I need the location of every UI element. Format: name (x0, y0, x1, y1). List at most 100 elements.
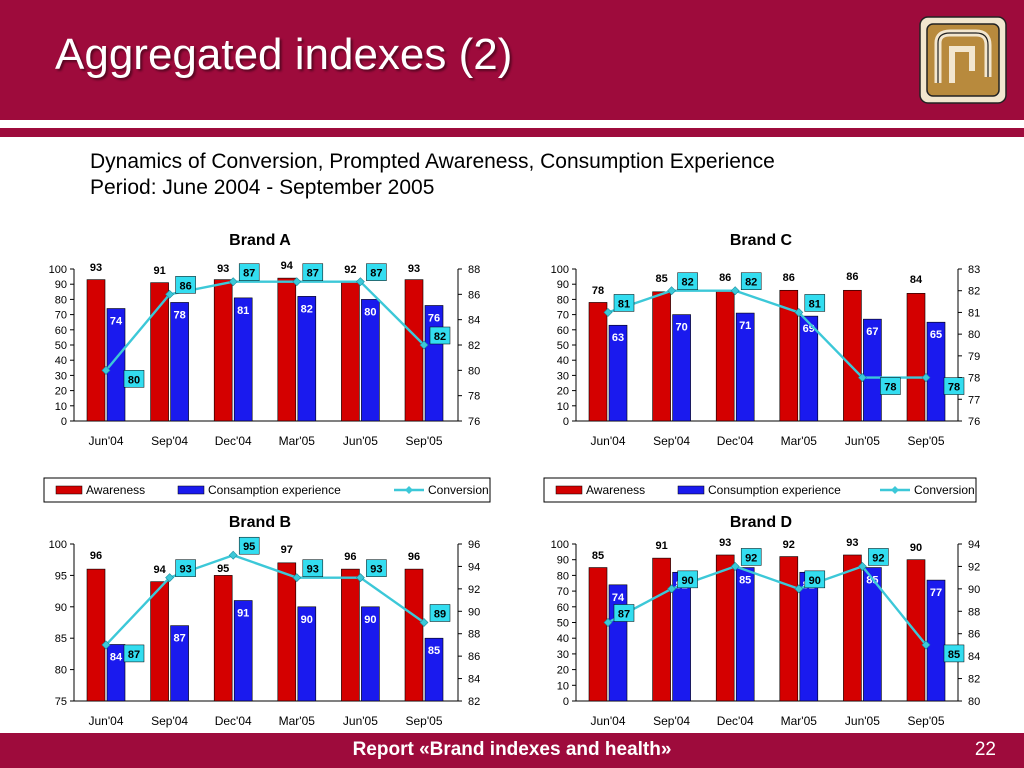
right-tick-label: 78 (968, 373, 980, 385)
conversion-line (105, 280, 425, 372)
awareness-bar (404, 279, 424, 422)
slide-period: Period: June 2004 - September 2005 (90, 176, 435, 199)
left-tick-label: 70 (557, 310, 569, 322)
conversion-value-label: 80 (128, 374, 140, 386)
conversion-label-box (677, 272, 698, 290)
conversion-value-label: 95 (243, 541, 255, 553)
conversion-label-box (238, 536, 260, 555)
consumption-bar (361, 299, 380, 422)
awareness-bar (906, 293, 926, 422)
footer-report-title: Report «Brand indexes and health» (352, 739, 672, 760)
conversion-value-label: 92 (872, 552, 884, 564)
conversion-point (101, 640, 111, 650)
consumption-value-label: 74 (612, 592, 625, 604)
right-tick-label: 84 (468, 674, 480, 686)
conversion-value-label: 82 (745, 277, 757, 289)
conversion-label-box (366, 263, 387, 281)
conversion-point (730, 562, 740, 571)
left-tick-label: 80 (55, 294, 67, 306)
left-tick-label: 80 (55, 665, 67, 677)
conversion-label-box (613, 294, 635, 312)
chart-title: Brand B (229, 514, 291, 531)
left-tick-label: 0 (61, 416, 67, 428)
legend-label: Awareness (86, 483, 145, 497)
legend-label: Awareness (586, 483, 645, 497)
left-tick-label: 90 (55, 602, 67, 614)
awareness-value-label: 93 (90, 262, 102, 274)
left-tick-label: 100 (49, 539, 67, 551)
conversion-value-label: 81 (809, 298, 821, 310)
x-tick-label: Jun'04 (89, 434, 124, 448)
conversion-label-box (880, 377, 901, 395)
conversion-label-box (943, 377, 965, 395)
legend-label: Consumption experience (708, 483, 841, 497)
right-tick-label: 77 (968, 394, 980, 406)
awareness-value-label: 90 (910, 542, 922, 554)
conversion-value-label: 82 (681, 277, 693, 289)
x-tick-label: Sep'05 (406, 434, 443, 448)
consumption-bar (799, 315, 819, 422)
x-tick-label: Jun'04 (89, 714, 124, 728)
conversion-label-box (429, 604, 451, 622)
conversion-label-box (123, 644, 145, 663)
left-tick-label: 20 (55, 386, 67, 398)
legend-label: Consamption experience (208, 483, 341, 497)
conversion-point (292, 573, 302, 583)
header-divider (0, 128, 1024, 137)
x-tick-label: Mar'05 (279, 434, 316, 448)
right-tick-label: 81 (968, 307, 980, 319)
consumption-value-label: 80 (364, 306, 376, 318)
conversion-value-label: 78 (948, 382, 960, 394)
conversion-point (228, 277, 238, 287)
right-tick-label: 84 (968, 651, 980, 663)
right-tick-label: 94 (468, 561, 480, 573)
x-tick-label: Dec'04 (215, 434, 252, 448)
right-tick-label: 90 (468, 606, 480, 618)
conversion-point (857, 562, 867, 571)
conversion-point (292, 277, 302, 287)
conversion-label-box (302, 263, 324, 281)
x-tick-label: Sep'04 (151, 434, 188, 448)
x-tick-label: Dec'04 (717, 434, 754, 448)
x-tick-label: Jun'05 (343, 714, 378, 728)
consumption-bar (233, 297, 253, 422)
awareness-bar (906, 559, 926, 702)
awareness-value-label: 96 (408, 551, 420, 563)
awareness-bar (843, 554, 862, 702)
consumption-bar (233, 600, 253, 702)
x-tick-label: Sep'04 (653, 714, 690, 728)
consumption-bar (735, 567, 755, 702)
conversion-value-label: 86 (179, 280, 191, 292)
consumption-bar (926, 321, 946, 422)
awareness-bar (588, 567, 608, 702)
consumption-bar (863, 318, 882, 422)
right-tick-label: 88 (468, 629, 480, 641)
consumption-value-label: 90 (364, 614, 376, 626)
awareness-value-label: 94 (281, 260, 294, 272)
awareness-value-label: 93 (719, 537, 731, 549)
conversion-value-label: 81 (618, 298, 630, 310)
conversion-line (105, 553, 425, 646)
right-tick-label: 94 (968, 539, 980, 551)
right-tick-label: 88 (468, 264, 480, 276)
awareness-bar (404, 568, 424, 702)
consumption-value-label: 91 (237, 608, 249, 620)
conversion-value-label: 90 (809, 575, 821, 587)
awareness-bar (341, 280, 360, 422)
consumption-value-label: 90 (301, 614, 313, 626)
left-tick-label: 20 (557, 386, 569, 398)
right-tick-label: 82 (968, 674, 980, 686)
footer-bar: Report «Brand indexes and health» 22 (0, 733, 1024, 768)
legend-consumption-swatch (677, 485, 705, 495)
conversion-point (603, 308, 613, 317)
right-tick-label: 86 (468, 651, 480, 663)
right-tick-label: 82 (468, 340, 480, 352)
consumption-bar (361, 606, 380, 702)
right-tick-label: 92 (968, 561, 980, 573)
awareness-value-label: 97 (281, 544, 293, 556)
right-tick-label: 79 (968, 351, 980, 363)
awareness-value-label: 96 (90, 550, 102, 562)
awareness-value-label: 86 (783, 272, 795, 284)
conversion-line (607, 565, 927, 646)
x-tick-label: Jun'05 (343, 434, 378, 448)
